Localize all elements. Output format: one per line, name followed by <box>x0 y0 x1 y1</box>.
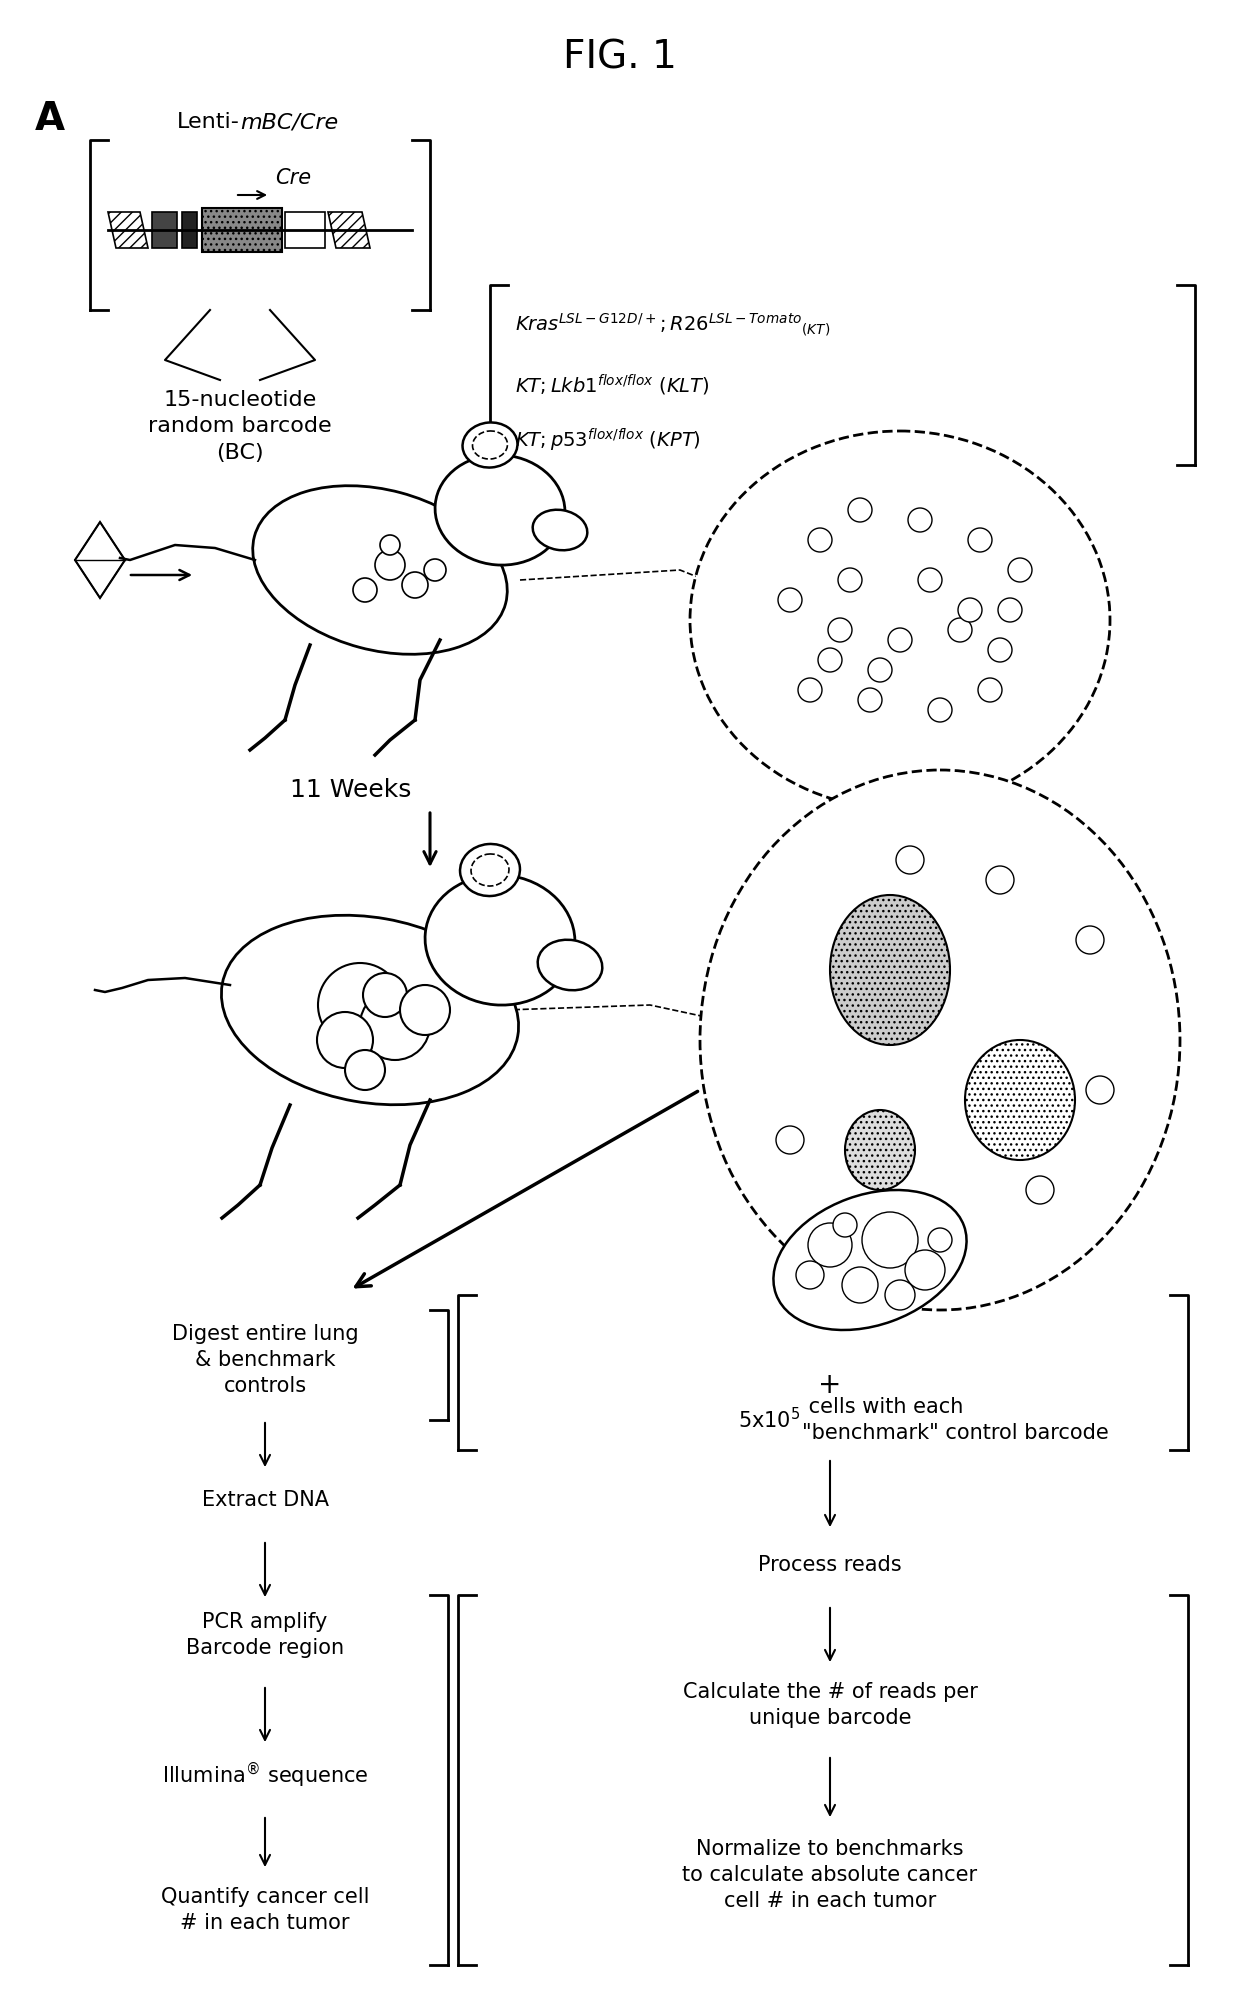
Circle shape <box>345 1050 384 1090</box>
Circle shape <box>424 558 446 582</box>
Text: 15-nucleotide
random barcode
(BC): 15-nucleotide random barcode (BC) <box>149 391 332 462</box>
Circle shape <box>776 1126 804 1154</box>
Text: Quantify cancer cell
# in each tumor: Quantify cancer cell # in each tumor <box>161 1887 370 1933</box>
Text: Normalize to benchmarks
to calculate absolute cancer
cell # in each tumor: Normalize to benchmarks to calculate abs… <box>682 1840 977 1911</box>
Text: Illumina$^{\circledR}$ sequence: Illumina$^{\circledR}$ sequence <box>161 1760 368 1790</box>
Circle shape <box>858 688 882 712</box>
Circle shape <box>379 534 401 554</box>
Circle shape <box>808 1224 852 1268</box>
Circle shape <box>796 1262 825 1289</box>
Ellipse shape <box>435 454 565 566</box>
Text: +: + <box>818 1371 842 1399</box>
Text: cells with each
"benchmark" control barcode: cells with each "benchmark" control barc… <box>802 1397 1109 1443</box>
Text: Lenti-: Lenti- <box>177 112 241 132</box>
Text: Process reads: Process reads <box>758 1555 901 1574</box>
Circle shape <box>988 638 1012 662</box>
Circle shape <box>928 1228 952 1252</box>
Ellipse shape <box>460 843 520 897</box>
Circle shape <box>828 618 852 642</box>
Circle shape <box>317 963 402 1046</box>
Text: Cre: Cre <box>275 167 311 187</box>
Ellipse shape <box>533 510 588 550</box>
Circle shape <box>888 628 911 652</box>
Text: $\it{KT;Lkb1}$$^{flox/flox}$ $\it{(KLT)}$: $\it{KT;Lkb1}$$^{flox/flox}$ $\it{(KLT)}… <box>515 373 709 397</box>
Ellipse shape <box>222 915 518 1104</box>
Circle shape <box>363 973 407 1016</box>
Circle shape <box>885 1280 915 1309</box>
Text: Extract DNA: Extract DNA <box>201 1491 329 1511</box>
Circle shape <box>833 1214 857 1238</box>
Polygon shape <box>329 211 370 247</box>
Text: $\it{KT;p53}$$^{flox/flox}$ $\it{(KPT)}$: $\it{KT;p53}$$^{flox/flox}$ $\it{(KPT)}$ <box>515 427 701 454</box>
Circle shape <box>402 572 428 598</box>
Ellipse shape <box>463 423 517 468</box>
Polygon shape <box>74 522 125 598</box>
Circle shape <box>905 1250 945 1289</box>
Ellipse shape <box>425 875 575 1004</box>
Circle shape <box>848 498 872 522</box>
Circle shape <box>949 618 972 642</box>
Circle shape <box>799 678 822 702</box>
Text: Calculate the # of reads per
unique barcode: Calculate the # of reads per unique barc… <box>682 1682 977 1728</box>
Circle shape <box>401 985 450 1034</box>
Circle shape <box>928 698 952 721</box>
Circle shape <box>986 867 1014 895</box>
Circle shape <box>908 508 932 532</box>
Circle shape <box>818 648 842 672</box>
Circle shape <box>918 568 942 592</box>
Ellipse shape <box>538 941 603 991</box>
Text: mBC/Cre: mBC/Cre <box>241 112 339 132</box>
Circle shape <box>842 1268 878 1303</box>
Circle shape <box>777 588 802 612</box>
Ellipse shape <box>689 430 1110 809</box>
Ellipse shape <box>830 895 950 1044</box>
Circle shape <box>1076 927 1104 955</box>
Ellipse shape <box>471 853 508 887</box>
Bar <box>202 207 281 251</box>
Text: A: A <box>35 100 66 138</box>
Circle shape <box>959 598 982 622</box>
Text: $\it{Kras}$$^{LSL-G12D/+}$$\it{;R26}$$^{LSL-Tomato}$$_{(KT)}$: $\it{Kras}$$^{LSL-G12D/+}$$\it{;R26}$$^{… <box>515 313 831 339</box>
Circle shape <box>1008 558 1032 582</box>
Ellipse shape <box>253 486 507 654</box>
Circle shape <box>862 1212 918 1268</box>
Circle shape <box>897 845 924 875</box>
Text: PCR amplify
Barcode region: PCR amplify Barcode region <box>186 1612 343 1658</box>
Ellipse shape <box>701 769 1180 1309</box>
Text: FIG. 1: FIG. 1 <box>563 38 677 76</box>
Text: 11 Weeks: 11 Weeks <box>290 777 412 801</box>
Circle shape <box>1086 1076 1114 1104</box>
Ellipse shape <box>965 1040 1075 1160</box>
Bar <box>153 211 177 247</box>
Circle shape <box>360 991 430 1060</box>
Text: 5x10$^5$: 5x10$^5$ <box>738 1407 800 1433</box>
Circle shape <box>374 550 405 580</box>
Bar <box>285 211 325 247</box>
Ellipse shape <box>844 1110 915 1190</box>
Bar <box>182 211 197 247</box>
Circle shape <box>808 528 832 552</box>
Circle shape <box>998 598 1022 622</box>
Text: Digest entire lung
& benchmark
controls: Digest entire lung & benchmark controls <box>171 1323 358 1397</box>
Circle shape <box>353 578 377 602</box>
Circle shape <box>968 528 992 552</box>
Circle shape <box>978 678 1002 702</box>
Circle shape <box>838 568 862 592</box>
Circle shape <box>1025 1176 1054 1204</box>
Circle shape <box>868 658 892 682</box>
Ellipse shape <box>472 430 507 458</box>
Polygon shape <box>108 211 148 247</box>
Circle shape <box>317 1012 373 1068</box>
Ellipse shape <box>774 1190 966 1329</box>
